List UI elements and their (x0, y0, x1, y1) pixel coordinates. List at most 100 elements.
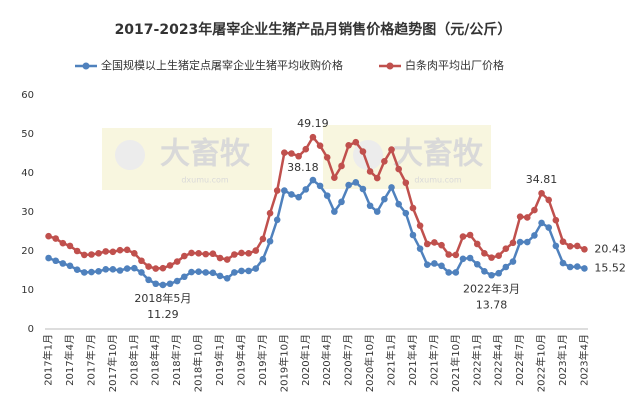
data-point (152, 265, 160, 272)
data-label: 34.81 (526, 173, 558, 186)
x-tick-label: 2021年7月 (427, 334, 440, 386)
x-tick-label: 2020年4月 (320, 334, 333, 386)
data-point (309, 176, 317, 184)
data-point (309, 133, 317, 141)
data-point (366, 168, 374, 175)
data-point (173, 258, 181, 265)
data-point (516, 238, 524, 246)
data-point (459, 255, 467, 263)
data-point (288, 191, 295, 198)
data-point (95, 267, 102, 275)
data-point (352, 179, 360, 186)
x-tick-label: 2017年4月 (63, 334, 76, 386)
data-point (202, 269, 210, 276)
data-point (109, 266, 117, 273)
data-point (59, 260, 67, 267)
data-point (409, 231, 417, 239)
data-point (166, 262, 174, 269)
data-point (252, 265, 260, 272)
data-point (88, 268, 95, 276)
data-point (416, 222, 424, 229)
annotation: 2018年5月 (134, 291, 191, 305)
data-point (209, 269, 217, 277)
data-point (95, 250, 102, 257)
watermark-logo (115, 140, 145, 170)
data-point (231, 251, 238, 258)
data-point (123, 246, 131, 254)
data-point (473, 240, 481, 248)
x-tick-label: 2019年4月 (234, 334, 247, 386)
legend-label: 全国规模以上生猪定点屠宰企业生猪平均收购价格 (101, 58, 343, 72)
data-point (338, 162, 345, 170)
x-tick-label: 2019年7月 (256, 334, 269, 386)
data-point (581, 265, 588, 272)
data-point (80, 251, 88, 259)
data-point (438, 241, 445, 249)
data-point (509, 239, 517, 247)
x-tick-label: 2018年4月 (149, 334, 162, 386)
data-point (73, 266, 81, 274)
data-point (523, 214, 531, 221)
x-tick-label: 2020年7月 (342, 334, 355, 386)
data-point (195, 250, 202, 257)
data-point (566, 263, 574, 271)
x-tick-label: 2022年10月 (535, 334, 548, 392)
data-point (102, 266, 110, 273)
watermark-sub: dxumu.com (414, 176, 462, 185)
data-point (238, 267, 245, 275)
data-point (88, 251, 95, 258)
data-point (345, 181, 352, 189)
series-line (48, 135, 585, 270)
data-point (188, 249, 195, 257)
data-point (545, 196, 553, 204)
data-point (45, 232, 52, 240)
x-tick-label: 2017年1月 (42, 334, 55, 386)
data-point (531, 232, 538, 239)
data-point (523, 238, 531, 246)
x-tick-label: 2022年7月 (513, 334, 526, 386)
data-point (281, 149, 288, 157)
data-point (302, 145, 310, 153)
watermark-text: 大畜牧 (393, 137, 484, 172)
data-point (345, 142, 352, 149)
data-point (531, 206, 538, 214)
watermark-box (323, 125, 491, 189)
data-point (102, 248, 110, 255)
data-point (445, 251, 452, 258)
data-point (331, 174, 338, 181)
data-point (438, 262, 445, 270)
data-point (159, 264, 167, 272)
data-point (295, 193, 302, 201)
data-point (402, 179, 410, 187)
watermark-text: 大畜牧 (160, 137, 251, 172)
data-point (195, 268, 202, 275)
data-point (302, 186, 310, 193)
data-point (559, 238, 567, 245)
x-tick-label: 2022年4月 (492, 334, 505, 386)
data-point (316, 182, 324, 190)
data-point (416, 245, 424, 252)
data-point (323, 192, 331, 199)
data-point (316, 142, 324, 149)
annotation: 2022年3月 (463, 281, 520, 295)
watermark: 大畜牧 dxumu.com 大畜牧 dxumu.com (102, 125, 491, 190)
data-point (273, 187, 281, 194)
data-point (288, 150, 295, 157)
data-point (216, 254, 224, 262)
data-point (538, 189, 545, 197)
data-point (281, 187, 288, 194)
data-point (266, 237, 274, 245)
data-point (123, 265, 131, 272)
data-point (466, 231, 474, 239)
data-point (516, 213, 524, 220)
y-tick-label: 0 (28, 324, 34, 335)
data-point (223, 256, 231, 263)
data-point (59, 239, 67, 247)
data-point (266, 209, 274, 217)
data-point (502, 245, 510, 252)
data-point (188, 268, 195, 276)
data-point (52, 235, 60, 242)
data-point (359, 185, 367, 193)
data-label: 11.29 (147, 308, 179, 321)
